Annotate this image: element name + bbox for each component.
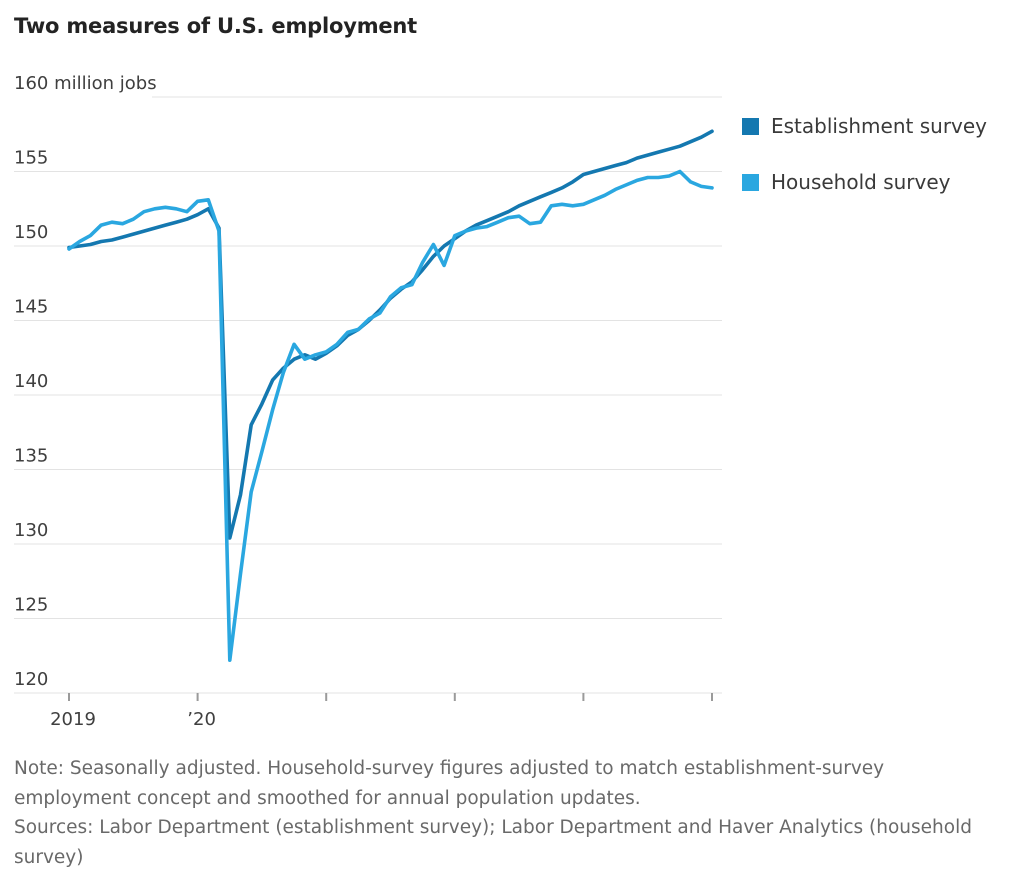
sources-text: Sources: Labor Department (establishment… bbox=[14, 817, 972, 868]
legend-item-establishment: Establishment survey bbox=[742, 114, 987, 138]
y-tick-label-130: 130 bbox=[14, 520, 48, 541]
establishment-survey-swatch-icon bbox=[742, 117, 759, 135]
legend-label-household: Household survey bbox=[771, 170, 951, 194]
y-tick-label-120: 120 bbox=[14, 669, 48, 690]
y-tick-label-160: 160 million jobs bbox=[14, 73, 157, 94]
y-tick-label-155: 155 bbox=[14, 148, 48, 169]
x-tick-label-20: ’20 bbox=[187, 709, 216, 730]
y-tick-label-150: 150 bbox=[14, 222, 48, 243]
y-tick-label-140: 140 bbox=[14, 371, 48, 392]
chart-legend: Establishment survey Household survey bbox=[742, 114, 987, 226]
chart-title: Two measures of U.S. employment bbox=[14, 14, 418, 38]
employment-line-chart: 160 million jobs 155 150 145 140 135 130 125 120… bbox=[14, 73, 722, 730]
household-survey-swatch-icon bbox=[742, 173, 759, 191]
series-line-household-survey bbox=[67, 169, 714, 663]
chart-footnotes: Note: Seasonally adjusted. Household-sur… bbox=[14, 754, 1002, 872]
y-tick-label-135: 135 bbox=[14, 446, 48, 467]
y-tick-label-125: 125 bbox=[14, 595, 48, 616]
legend-item-household: Household survey bbox=[742, 170, 987, 194]
x-tick-label-2019: 2019 bbox=[50, 709, 96, 730]
series-line-establishment-survey bbox=[67, 129, 714, 540]
note-text: Note: Seasonally adjusted. Household-sur… bbox=[14, 758, 885, 809]
y-tick-label-145: 145 bbox=[14, 297, 48, 318]
legend-label-establishment: Establishment survey bbox=[771, 114, 988, 138]
